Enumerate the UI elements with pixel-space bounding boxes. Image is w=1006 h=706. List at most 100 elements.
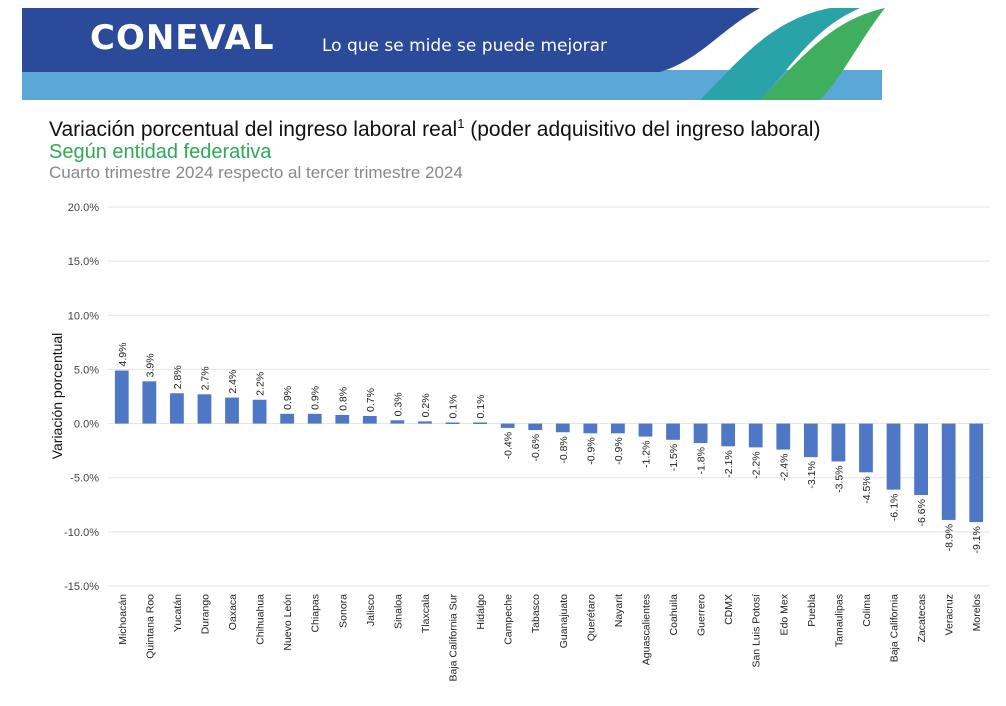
y-axis-ticks: 20.0% 15.0% 10.0% 5.0% 0.0% -5.0% -10.0% -15.0% [64, 202, 99, 593]
chart-subtitle: Según entidad federativa [49, 141, 272, 163]
data-label: 0.3% [392, 392, 404, 416]
data-label: 0.1% [448, 395, 460, 419]
data-label: 2.4% [227, 370, 239, 394]
bar [611, 423, 625, 434]
category-label: Nuevo León [282, 594, 294, 651]
bar [666, 423, 680, 440]
y-axis-title: Variación porcentual [49, 333, 65, 460]
category-label: Puebla [806, 594, 818, 627]
data-label: -3.5% [833, 465, 845, 492]
bar [583, 423, 598, 434]
bar [197, 394, 212, 424]
data-label: -8.9% [944, 524, 956, 551]
footnote-mark: 1 [457, 116, 465, 131]
bar [721, 423, 736, 447]
data-label: 2.7% [199, 366, 211, 390]
category-label: Querétaro [585, 594, 597, 641]
bar [528, 423, 543, 431]
bar [114, 370, 129, 424]
data-label: -6.6% [916, 499, 928, 526]
category-label: Zacatecas [916, 594, 928, 642]
category-label: Edo Mex [778, 593, 790, 635]
bar [693, 423, 708, 444]
data-label: 0.8% [337, 387, 349, 411]
bar [776, 423, 791, 450]
data-label: -2.2% [751, 451, 763, 478]
header-banner [22, 8, 885, 100]
chart-title: Variación porcentual del ingreso laboral… [49, 116, 820, 142]
bar [803, 423, 818, 458]
bar [170, 393, 184, 424]
category-label: Tabasco [530, 594, 542, 633]
bar [859, 423, 873, 473]
bar [473, 422, 487, 424]
category-label: Hidalgo [475, 594, 487, 630]
category-label: Coahuila [668, 594, 680, 636]
data-label: -0.4% [503, 432, 515, 459]
bar [225, 397, 239, 424]
y-tick-label: 20.0% [68, 202, 99, 214]
bars [114, 370, 984, 523]
bar [941, 423, 956, 520]
y-tick-label: 10.0% [68, 310, 99, 322]
category-label: Baja California Sur [448, 594, 460, 682]
data-label: 2.8% [172, 365, 184, 389]
chart-title-suffix: (poder adquisitivo del ingreso laboral) [464, 118, 821, 141]
data-labels: 4.9% 3.9% 2.8% 2.7% 2.4% 2.2% 0.9% 0.9% 0.8% 0.7%… [117, 343, 983, 554]
data-label: -2.4% [778, 454, 790, 481]
data-label: -1.2% [640, 441, 652, 468]
bar [445, 422, 460, 424]
data-label: -3.1% [806, 461, 818, 488]
data-label: 4.9% [117, 343, 129, 367]
bar [886, 423, 901, 490]
y-tick-label: 5.0% [74, 364, 99, 376]
data-label: 0.9% [282, 386, 294, 410]
chart-title-text: Variación porcentual del ingreso laboral… [49, 118, 458, 141]
y-tick-label: -10.0% [64, 527, 99, 539]
category-label: CDMX [723, 594, 735, 625]
category-label: Chiapas [310, 594, 322, 633]
banner-green-swoosh [760, 8, 885, 100]
data-label: 2.2% [255, 372, 267, 396]
data-label: -0.6% [530, 434, 542, 461]
tagline: Lo que se mide se puede mejorar [322, 36, 607, 56]
category-label: Tlaxcala [420, 594, 432, 633]
bar [362, 415, 377, 424]
category-label: Chihuahua [255, 594, 267, 645]
data-label: 3.9% [144, 353, 156, 377]
bar [831, 423, 846, 462]
category-label: Sonora [337, 594, 349, 628]
category-label: Tamaulipas [833, 594, 845, 647]
y-tick-label: 0.0% [74, 419, 99, 431]
data-label: 0.9% [310, 386, 322, 410]
category-label: Nayarit [613, 594, 625, 627]
bar [555, 423, 570, 433]
category-label: Baja California [889, 594, 901, 662]
category-label: Michoacán [117, 594, 129, 645]
category-label: Campeche [503, 594, 515, 645]
banner-teal-swoosh [700, 8, 860, 100]
banner-navy-band [22, 8, 760, 72]
y-tick-label: 15.0% [68, 256, 99, 268]
category-label: Colima [861, 594, 873, 627]
category-label: Veracruz [944, 594, 956, 635]
category-label: Sinaloa [392, 594, 404, 629]
data-label: -9.1% [971, 526, 983, 553]
category-label: Yucatán [172, 594, 184, 632]
data-label: -1.5% [668, 444, 680, 471]
bar [307, 413, 322, 424]
data-label: -6.1% [889, 494, 901, 521]
data-label: 0.7% [365, 388, 377, 412]
y-tick-label: -5.0% [70, 473, 99, 485]
data-label: -2.1% [723, 450, 735, 477]
category-label: Morelos [971, 594, 983, 631]
data-label: 0.2% [420, 393, 432, 417]
category-label: Guerrero [696, 594, 708, 636]
gridlines [108, 206, 990, 587]
bar [914, 423, 928, 496]
chart-period: Cuarto trimestre 2024 respecto al tercer… [49, 163, 463, 182]
data-label: -0.9% [585, 437, 597, 464]
category-label: Jalisco [365, 594, 377, 626]
y-tick-label: -15.0% [64, 581, 99, 593]
bar [638, 423, 653, 437]
